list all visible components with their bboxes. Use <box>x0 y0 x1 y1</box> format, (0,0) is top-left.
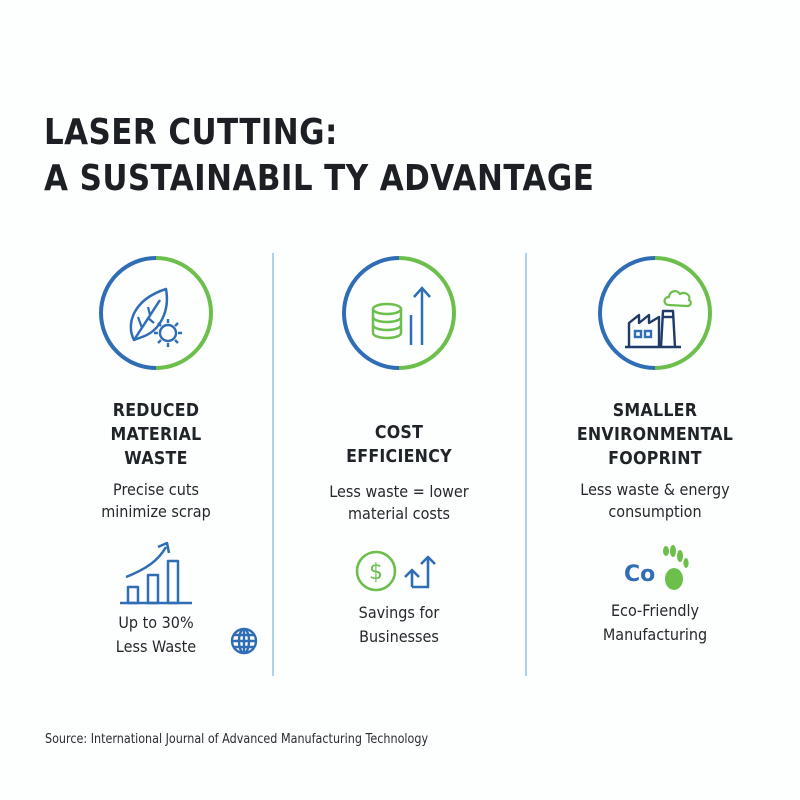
stat-footnote: Up to 30% Less Waste <box>36 611 276 659</box>
source-citation: Source: International Journal of Advance… <box>45 732 429 747</box>
svg-text:Co: Co <box>624 562 655 587</box>
column-cost-efficiency: COST EFFICIENCY Less waste = lower mater… <box>279 255 519 649</box>
factory-cloud-icon <box>597 255 713 371</box>
coin-stack-arrow-icon <box>341 255 457 371</box>
leaf-gear-icon <box>98 255 214 371</box>
svg-text:$: $ <box>369 560 383 585</box>
title-line-2: A SUSTAINABIL TY ADVANTAGE <box>44 158 595 199</box>
card-description: Less waste & energy consumption <box>580 480 730 521</box>
page-title: LASER CUTTING: A SUSTAINABIL TY ADVANTAG… <box>44 110 594 202</box>
card-heading: REDUCED MATERIAL WASTE <box>110 400 202 469</box>
stat-footnote: Eco-Friendly Manufacturing <box>602 601 708 644</box>
card-heading: SMALLER ENVIRONMENTAL FOOPRINT <box>576 400 734 469</box>
globe-icon <box>230 627 258 655</box>
card-description: Precise cuts minimize scrap <box>101 480 211 521</box>
card-description: Less waste = lower material costs <box>329 482 469 523</box>
column-reduced-material-waste: REDUCED MATERIAL WASTE Precise cuts mini… <box>36 255 276 659</box>
stat-footnote: Savings for Businesses <box>358 603 440 646</box>
column-divider-left <box>272 253 274 676</box>
card-heading: COST EFFICIENCY <box>346 422 452 467</box>
bar-chart-trend-icon <box>120 541 192 605</box>
title-line-1: LASER CUTTING: <box>44 112 338 153</box>
dollar-arrow-icon: $ <box>355 550 436 592</box>
co-footprint-icon: Co <box>624 545 689 590</box>
column-smaller-environmental-footprint: SMALLER ENVIRONMENTAL FOOPRINT Less wast… <box>535 255 775 647</box>
column-divider-right <box>525 253 527 676</box>
